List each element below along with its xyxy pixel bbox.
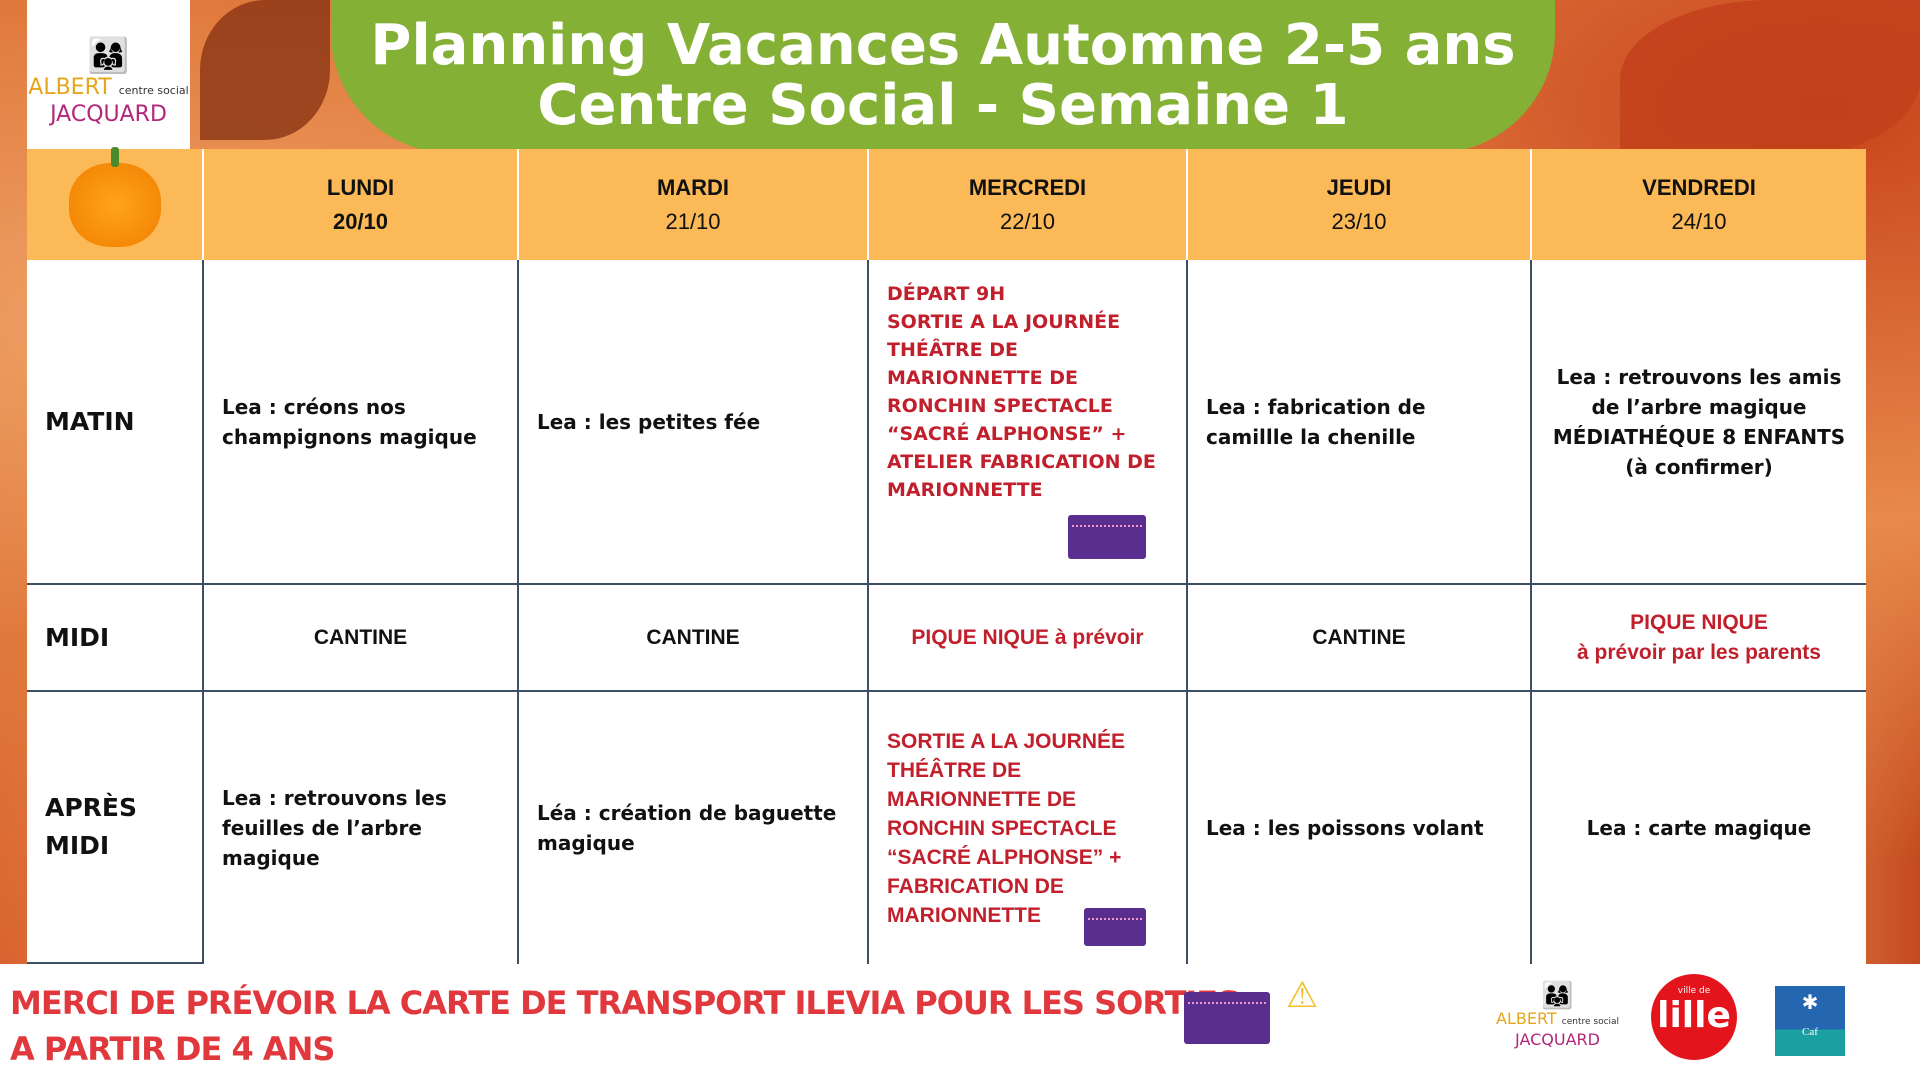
leaf-decoration bbox=[1620, 0, 1920, 160]
title-line-2: Centre Social - Semaine 1 bbox=[537, 73, 1349, 138]
warning-icon: ⚠ bbox=[1286, 974, 1319, 1015]
cell-apres-mercredi: SORTIE A LA JOURNÉE THÉÂTRE DE MARIONNET… bbox=[869, 692, 1188, 964]
cell-matin-mardi: Lea : les petites fée bbox=[519, 260, 869, 585]
albert-jacquard-logo: 👨‍👩‍👧 ALBERT centre social JACQUARD bbox=[1496, 981, 1620, 1049]
planning-table: LUNDI 20/10 MARDI 21/10 MERCREDI 22/10 JEUD… bbox=[27, 146, 1866, 964]
pumpkin-icon bbox=[68, 146, 161, 247]
pass-pass-card-icon bbox=[1068, 515, 1146, 559]
activity-text: SORTIE A LA JOURNÉE THÉÂTRE DE MARIONNET… bbox=[887, 729, 1126, 927]
albert-jacquard-logo: 👨‍👩‍👧 ALBERT centre social JACQUARD bbox=[27, 0, 190, 163]
pumpkin-cell bbox=[27, 146, 204, 260]
pass-pass-card-icon bbox=[1084, 908, 1146, 946]
page-title: Planning Vacances Automne 2-5 ans Centre… bbox=[331, 0, 1555, 153]
cell-midi-lundi: CANTINE bbox=[204, 585, 519, 692]
activity-text: DÉPART 9H SORTIE A LA JOURNÉE THÉÂTRE DE… bbox=[887, 282, 1156, 501]
logo-text: JACQUARD bbox=[50, 102, 167, 127]
cell-midi-mercredi: PIQUE NIQUE à prévoir bbox=[869, 585, 1188, 692]
row-label-midi: MIDI bbox=[27, 585, 204, 692]
cell-matin-lundi: Lea : créons nos champignons magique bbox=[204, 260, 519, 585]
logo-sub: centre social bbox=[118, 84, 189, 97]
row-label-matin: MATIN bbox=[27, 260, 204, 585]
ville-de-lille-logo: ville de lille bbox=[1651, 974, 1737, 1060]
cell-matin-vendredi: Lea : retrouvons les amis de l’arbre mag… bbox=[1532, 260, 1866, 585]
day-header-mercredi: MERCREDI 22/10 bbox=[869, 149, 1188, 260]
people-icon: 👨‍👩‍👧 bbox=[87, 37, 130, 75]
caf-logo: ✱ Caf bbox=[1775, 986, 1845, 1056]
notice-line-2: A PARTIR DE 4 ANS bbox=[10, 1030, 335, 1068]
cell-matin-jeudi: Lea : fabrication de camillle la chenill… bbox=[1188, 260, 1532, 585]
cell-midi-vendredi: PIQUE NIQUE à prévoir par les parents bbox=[1532, 585, 1866, 692]
day-header-jeudi: JEUDI 23/10 bbox=[1188, 149, 1532, 260]
day-header-vendredi: VENDREDI 24/10 bbox=[1532, 149, 1866, 260]
day-header-lundi: LUNDI 20/10 bbox=[204, 149, 519, 260]
title-line-1: Planning Vacances Automne 2-5 ans bbox=[370, 13, 1516, 78]
cell-apres-jeudi: Lea : les poissons volant bbox=[1188, 692, 1532, 964]
cell-apres-mardi: Léa : création de baguette magique bbox=[519, 692, 869, 964]
day-header-mardi: MARDI 21/10 bbox=[519, 149, 869, 260]
row-label-apres-midi: APRÈS MIDI bbox=[27, 692, 204, 964]
leaf-decoration bbox=[200, 0, 330, 140]
notice-line-1: MERCI DE PRÉVOIR LA CARTE DE TRANSPORT I… bbox=[10, 984, 1240, 1022]
cell-apres-vendredi: Lea : carte magique bbox=[1586, 816, 1812, 840]
cell-midi-jeudi: CANTINE bbox=[1188, 585, 1532, 692]
footer: MERCI DE PRÉVOIR LA CARTE DE TRANSPORT I… bbox=[0, 964, 1920, 1080]
logo-text: ALBERT bbox=[28, 75, 112, 100]
cell-apres-lundi: Lea : retrouvons les feuilles de l’arbre… bbox=[204, 692, 519, 964]
pass-pass-card-icon bbox=[1184, 992, 1270, 1044]
cell-matin-mercredi: DÉPART 9H SORTIE A LA JOURNÉE THÉÂTRE DE… bbox=[869, 260, 1188, 585]
cell-midi-mardi: CANTINE bbox=[519, 585, 869, 692]
transport-notice: MERCI DE PRÉVOIR LA CARTE DE TRANSPORT I… bbox=[10, 980, 1240, 1072]
